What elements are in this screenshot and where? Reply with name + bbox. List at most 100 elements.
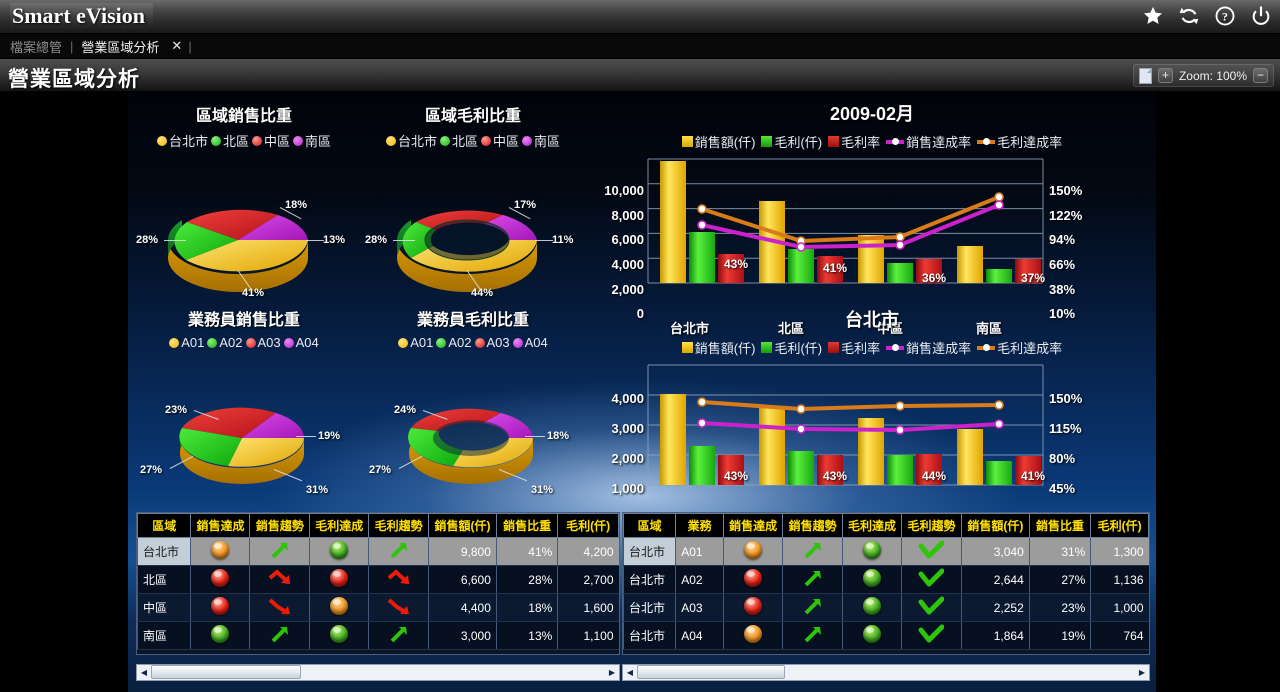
- col-header[interactable]: 毛利達成: [842, 513, 903, 538]
- pie-chart-graphic[interactable]: [130, 178, 358, 303]
- bar-data-label: 43%: [823, 469, 848, 483]
- green-up-arrow-icon: [390, 626, 407, 643]
- close-icon[interactable]: ✕: [171, 38, 183, 53]
- bar-chart-graphic[interactable]: [588, 361, 1156, 501]
- scroll-left-icon[interactable]: ◀: [626, 668, 634, 677]
- col-header[interactable]: 銷售比重: [495, 513, 559, 538]
- pie-chart-graphic[interactable]: [130, 382, 358, 502]
- legend-swatch-icon: [681, 342, 693, 353]
- right-table-hscrollbar[interactable]: ◀ ▶: [622, 664, 1150, 681]
- col-header[interactable]: 毛利趨勢: [368, 513, 430, 538]
- pie-label: 23%: [165, 404, 188, 416]
- y2-axis-tick: 45%: [1049, 481, 1076, 496]
- y-axis-tick: 8,000: [611, 208, 644, 223]
- pie-label: 27%: [140, 464, 163, 476]
- legend-swatch-icon: [828, 342, 840, 353]
- col-header[interactable]: 銷售額(仟): [960, 513, 1030, 538]
- table-row[interactable]: 南區 3,000 13% 1,100: [137, 621, 619, 650]
- cell-red-ball: [309, 565, 369, 594]
- table-row[interactable]: 中區 4,400 18% 1,600: [137, 593, 619, 622]
- col-header[interactable]: 區域: [137, 513, 192, 538]
- legend-item: 銷售達成率: [886, 132, 971, 151]
- col-header[interactable]: 毛利(仟): [557, 513, 619, 538]
- doughnut-chart-graphic[interactable]: [359, 178, 587, 303]
- legend-item: A02: [436, 335, 472, 350]
- document-icon[interactable]: [1138, 67, 1152, 84]
- pie-panel-region-sales: 區域銷售比重 台北市 北區 中區 南區 18%: [130, 102, 358, 303]
- refresh-icon[interactable]: [1178, 5, 1200, 27]
- scroll-track[interactable]: [151, 665, 605, 680]
- scroll-right-icon[interactable]: ▶: [608, 668, 616, 677]
- legend-item: 毛利率: [828, 132, 880, 151]
- table-row[interactable]: 台北市 A01 3,040 31% 1,300: [623, 537, 1149, 566]
- legend-item: A04: [283, 335, 319, 350]
- doughnut-chart-graphic[interactable]: [359, 382, 587, 502]
- scroll-left-icon[interactable]: ◀: [140, 668, 148, 677]
- scroll-track[interactable]: [637, 665, 1135, 680]
- cell-毛利(仟): 1,300: [1090, 537, 1149, 566]
- pie-panel-salesman-sales: 業務員銷售比重 A01 A02 A03 A04 23% 19% 27% 31%: [130, 306, 358, 502]
- col-header[interactable]: 銷售達成: [190, 513, 251, 538]
- table-row[interactable]: 台北市 A04 1,864 19% 764: [623, 621, 1149, 650]
- scroll-right-icon[interactable]: ▶: [1138, 668, 1146, 677]
- zoom-in-button[interactable]: +: [1157, 68, 1173, 83]
- red-ball-icon: [744, 597, 763, 615]
- bar-chart-panel-region: 2009-02月 銷售額(仟) 毛利(仟) 毛利率 銷售達成率 毛利達成率: [588, 100, 1156, 336]
- table-row[interactable]: 台北市 A02 2,644 27% 1,136: [623, 565, 1149, 594]
- red-ball-icon: [211, 597, 230, 615]
- help-icon[interactable]: ?: [1214, 5, 1236, 27]
- star-icon[interactable]: [1142, 5, 1164, 27]
- scroll-thumb[interactable]: [151, 665, 301, 679]
- cell-區域: 台北市: [623, 537, 676, 566]
- cell-銷售比重: 31%: [1028, 537, 1091, 566]
- green-check-icon: [918, 624, 945, 643]
- cell-銷售額(仟): 6,600: [428, 565, 497, 594]
- power-icon[interactable]: [1250, 5, 1272, 27]
- legend-item: A03: [245, 335, 281, 350]
- table-row[interactable]: 台北市 9,800 41% 4,200: [137, 537, 619, 566]
- green-up-arrow-icon: [804, 542, 821, 559]
- table-header-row: 區域 業務 銷售達成 銷售趨勢 毛利達成 毛利趨勢 銷售額(仟) 銷售比重 毛利…: [623, 513, 1149, 538]
- col-header[interactable]: 銷售額(仟): [428, 513, 497, 538]
- green-ball-icon: [863, 625, 882, 643]
- legend-item: 毛利率: [828, 338, 880, 357]
- cell-red-up-arrow: [249, 565, 310, 594]
- cell-銷售比重: 23%: [1028, 593, 1091, 622]
- col-header[interactable]: 銷售比重: [1028, 513, 1092, 538]
- table-row[interactable]: 台北市 A03 2,252 23% 1,000: [623, 593, 1149, 622]
- red-ball-icon: [744, 569, 763, 587]
- cell-銷售額(仟): 1,864: [960, 621, 1030, 650]
- col-header[interactable]: 銷售達成: [723, 513, 784, 538]
- zoom-level-label: Zoom: 100%: [1178, 68, 1247, 83]
- y-axis-tick: 2,000: [611, 451, 644, 466]
- legend-swatch-icon: [761, 342, 773, 353]
- col-header[interactable]: 區域: [623, 513, 677, 538]
- scroll-thumb[interactable]: [637, 665, 785, 679]
- col-header[interactable]: 銷售趨勢: [249, 513, 311, 538]
- region-table[interactable]: 區域 銷售達成 銷售趨勢 毛利達成 毛利趨勢 銷售額(仟) 銷售比重 毛利(仟)…: [136, 512, 620, 655]
- bar-chart-graphic[interactable]: [588, 155, 1156, 300]
- legend-swatch-icon: [207, 337, 218, 348]
- left-table-hscrollbar[interactable]: ◀ ▶: [136, 664, 620, 681]
- green-ball-icon: [330, 625, 349, 643]
- zoom-out-button[interactable]: −: [1253, 68, 1268, 83]
- green-up-arrow-icon: [804, 598, 821, 615]
- col-header[interactable]: 毛利(仟): [1090, 513, 1149, 538]
- salesman-table[interactable]: 區域 業務 銷售達成 銷售趨勢 毛利達成 毛利趨勢 銷售額(仟) 銷售比重 毛利…: [622, 512, 1150, 655]
- table-row[interactable]: 北區 6,600 28% 2,700: [137, 565, 619, 594]
- col-header[interactable]: 毛利達成: [309, 513, 370, 538]
- pie-leader-line: [164, 240, 186, 241]
- tab-sales-area-analysis[interactable]: 營業區域分析: [81, 39, 160, 55]
- cell-區域: 台北市: [623, 621, 676, 650]
- pie-leader-line: [306, 240, 324, 241]
- y-axis-tick: 1,000: [611, 481, 644, 496]
- cell-red-ball: [190, 593, 250, 622]
- cell-毛利(仟): 764: [1090, 621, 1149, 650]
- col-header[interactable]: 業務: [675, 513, 725, 538]
- pie-panel-region-profit: 區域毛利比重 台北市 北區 中區 南區 17% 11% 28% 44%: [359, 102, 587, 303]
- cell-區域: 北區: [137, 565, 191, 594]
- col-header[interactable]: 毛利趨勢: [901, 513, 962, 538]
- tab-file-explorer[interactable]: 檔案總管: [10, 39, 63, 55]
- col-header[interactable]: 銷售趨勢: [782, 513, 844, 538]
- tab-strip: 檔案總管 | 營業區域分析 ✕ |: [0, 34, 1280, 59]
